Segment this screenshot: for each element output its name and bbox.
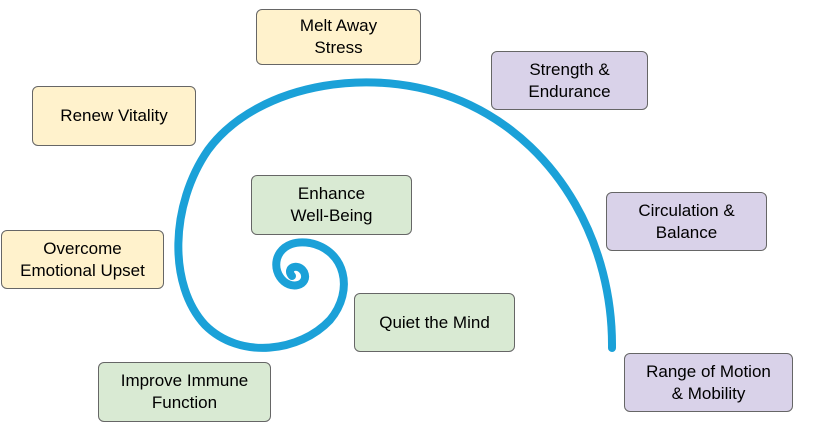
node-renew-vitality: Renew Vitality: [32, 86, 196, 146]
node-strength-endurance: Strength & Endurance: [491, 51, 648, 110]
node-enhance-well-being: Enhance Well-Being: [251, 175, 412, 235]
node-label: Enhance Well-Being: [290, 184, 373, 225]
node-label: Improve Immune Function: [120, 371, 249, 412]
node-overcome-emotional-upset: Overcome Emotional Upset: [1, 230, 164, 289]
node-label: Renew Vitality: [60, 106, 168, 125]
node-label: Strength & Endurance: [528, 59, 611, 101]
node-label: Quiet the Mind: [379, 312, 490, 332]
node-melt-away-stress: Melt Away Stress: [256, 9, 421, 65]
node-label: Overcome Emotional Upset: [20, 238, 145, 280]
spiral-curve: [174, 78, 617, 352]
node-range-of-motion-mobility: Range of Motion & Mobility: [624, 353, 793, 412]
node-quiet-the-mind: Quiet the Mind: [354, 293, 515, 352]
node-improve-immune-function: Improve Immune Function: [98, 362, 271, 422]
node-label: Melt Away Stress: [299, 16, 378, 57]
node-label: Range of Motion & Mobility: [646, 361, 771, 403]
node-circulation-balance: Circulation & Balance: [606, 192, 767, 251]
node-label: Circulation & Balance: [638, 200, 735, 242]
